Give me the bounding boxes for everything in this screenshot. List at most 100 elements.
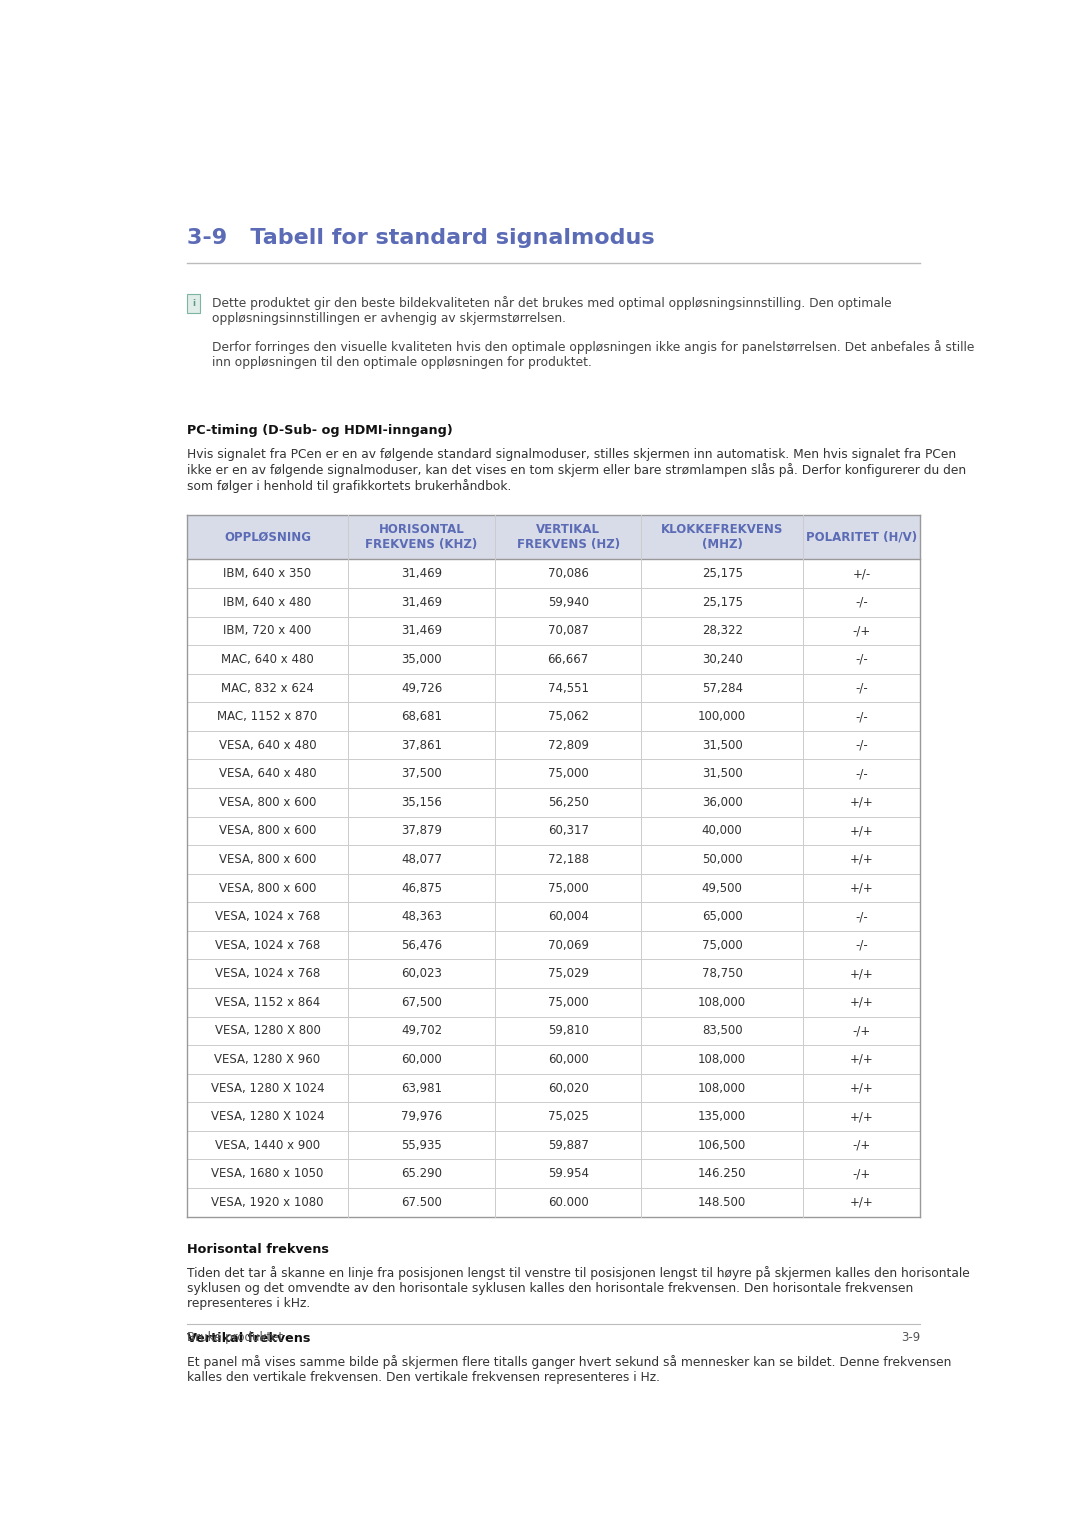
Text: 60,004: 60,004 (548, 910, 589, 924)
Text: 67,500: 67,500 (401, 996, 442, 1009)
Text: +/+: +/+ (850, 881, 874, 895)
Text: IBM, 720 x 400: IBM, 720 x 400 (224, 625, 312, 637)
Text: 59,810: 59,810 (548, 1025, 589, 1037)
Text: +/+: +/+ (850, 854, 874, 866)
Text: +/+: +/+ (850, 825, 874, 837)
Text: VESA, 1280 X 960: VESA, 1280 X 960 (215, 1054, 321, 1066)
Text: VESA, 800 x 600: VESA, 800 x 600 (219, 854, 316, 866)
Text: -/+: -/+ (852, 625, 870, 637)
Text: 56,476: 56,476 (401, 939, 442, 951)
Text: VESA, 1440 x 900: VESA, 1440 x 900 (215, 1139, 320, 1151)
Text: 60,317: 60,317 (548, 825, 589, 837)
Text: 31,469: 31,469 (401, 596, 442, 609)
Text: +/-: +/- (852, 567, 870, 580)
Text: 59.954: 59.954 (548, 1167, 589, 1180)
Text: 60,000: 60,000 (401, 1054, 442, 1066)
Text: HORISONTAL
FREKVENS (KHZ): HORISONTAL FREKVENS (KHZ) (365, 524, 477, 551)
Text: 35,000: 35,000 (401, 654, 442, 666)
Text: 70,087: 70,087 (548, 625, 589, 637)
Text: 37,500: 37,500 (401, 767, 442, 780)
Text: 108,000: 108,000 (698, 1054, 746, 1066)
Text: +/+: +/+ (850, 1054, 874, 1066)
Text: 83,500: 83,500 (702, 1025, 742, 1037)
Text: VESA, 640 x 480: VESA, 640 x 480 (219, 739, 316, 751)
Text: VESA, 1024 x 768: VESA, 1024 x 768 (215, 910, 320, 924)
Text: 146.250: 146.250 (698, 1167, 746, 1180)
Text: MAC, 1152 x 870: MAC, 1152 x 870 (217, 710, 318, 724)
Text: 25,175: 25,175 (702, 567, 743, 580)
Text: 48,363: 48,363 (401, 910, 442, 924)
Text: 135,000: 135,000 (698, 1110, 746, 1124)
Text: 55,935: 55,935 (401, 1139, 442, 1151)
Text: 31,469: 31,469 (401, 625, 442, 637)
Text: 75,029: 75,029 (548, 967, 589, 980)
Text: -/+: -/+ (852, 1139, 870, 1151)
Text: 59,940: 59,940 (548, 596, 589, 609)
Text: 75,025: 75,025 (548, 1110, 589, 1124)
Text: 46,875: 46,875 (401, 881, 442, 895)
Text: 36,000: 36,000 (702, 796, 743, 809)
Text: -/+: -/+ (852, 1025, 870, 1037)
Text: 75,000: 75,000 (548, 767, 589, 780)
Text: 3-9: 3-9 (901, 1332, 920, 1344)
Text: 30,240: 30,240 (702, 654, 743, 666)
Text: 3-9   Tabell for standard signalmodus: 3-9 Tabell for standard signalmodus (187, 228, 654, 247)
Text: 70,069: 70,069 (548, 939, 589, 951)
Text: Vertikal frekvens: Vertikal frekvens (187, 1332, 310, 1345)
Text: VESA, 1024 x 768: VESA, 1024 x 768 (215, 939, 320, 951)
Text: -/-: -/- (855, 939, 868, 951)
Text: 49,500: 49,500 (702, 881, 743, 895)
Text: i: i (192, 299, 195, 307)
Text: -/-: -/- (855, 710, 868, 724)
Text: VESA, 1280 X 1024: VESA, 1280 X 1024 (211, 1081, 324, 1095)
Text: Tiden det tar å skanne en linje fra posisjonen lengst til venstre til posisjonen: Tiden det tar å skanne en linje fra posi… (187, 1266, 970, 1310)
Text: 49,726: 49,726 (401, 681, 442, 695)
Text: -/-: -/- (855, 910, 868, 924)
Text: 60,020: 60,020 (548, 1081, 589, 1095)
Text: 70,086: 70,086 (548, 567, 589, 580)
Text: -/-: -/- (855, 596, 868, 609)
Text: 31,469: 31,469 (401, 567, 442, 580)
Text: Horisontal frekvens: Horisontal frekvens (187, 1243, 328, 1255)
Text: 75,000: 75,000 (548, 881, 589, 895)
Text: 59,887: 59,887 (548, 1139, 589, 1151)
Text: MAC, 640 x 480: MAC, 640 x 480 (221, 654, 314, 666)
Text: -/-: -/- (855, 767, 868, 780)
Text: 31,500: 31,500 (702, 739, 743, 751)
Text: Bruke produktet: Bruke produktet (187, 1332, 283, 1344)
Text: +/+: +/+ (850, 1081, 874, 1095)
Text: VESA, 1280 X 1024: VESA, 1280 X 1024 (211, 1110, 324, 1124)
Text: 57,284: 57,284 (702, 681, 743, 695)
Text: VESA, 1152 x 864: VESA, 1152 x 864 (215, 996, 320, 1009)
Text: 72,809: 72,809 (548, 739, 589, 751)
Text: 67.500: 67.500 (401, 1196, 442, 1209)
Text: 56,250: 56,250 (548, 796, 589, 809)
Text: 25,175: 25,175 (702, 596, 743, 609)
Text: 148.500: 148.500 (698, 1196, 746, 1209)
Text: 68,681: 68,681 (401, 710, 442, 724)
Text: 49,702: 49,702 (401, 1025, 442, 1037)
Text: PC-timing (D-Sub- og HDMI-inngang): PC-timing (D-Sub- og HDMI-inngang) (187, 425, 453, 437)
Text: 50,000: 50,000 (702, 854, 742, 866)
Text: +/+: +/+ (850, 996, 874, 1009)
Text: 37,879: 37,879 (401, 825, 442, 837)
FancyBboxPatch shape (187, 515, 920, 559)
Text: 65,000: 65,000 (702, 910, 743, 924)
Text: VESA, 1920 x 1080: VESA, 1920 x 1080 (212, 1196, 324, 1209)
Text: 106,500: 106,500 (698, 1139, 746, 1151)
Text: 74,551: 74,551 (548, 681, 589, 695)
Text: 75,062: 75,062 (548, 710, 589, 724)
Text: Dette produktet gir den beste bildekvaliteten når det brukes med optimal oppløsn: Dette produktet gir den beste bildekvali… (212, 296, 892, 325)
Text: 63,981: 63,981 (401, 1081, 442, 1095)
Text: 108,000: 108,000 (698, 996, 746, 1009)
Text: 48,077: 48,077 (401, 854, 442, 866)
Text: 75,000: 75,000 (548, 996, 589, 1009)
Text: 65.290: 65.290 (401, 1167, 442, 1180)
Text: 78,750: 78,750 (702, 967, 743, 980)
Text: 60.000: 60.000 (548, 1196, 589, 1209)
Text: +/+: +/+ (850, 1110, 874, 1124)
Text: -/-: -/- (855, 681, 868, 695)
Text: POLARITET (H/V): POLARITET (H/V) (806, 531, 917, 544)
Text: 66,667: 66,667 (548, 654, 589, 666)
Text: IBM, 640 x 480: IBM, 640 x 480 (224, 596, 312, 609)
